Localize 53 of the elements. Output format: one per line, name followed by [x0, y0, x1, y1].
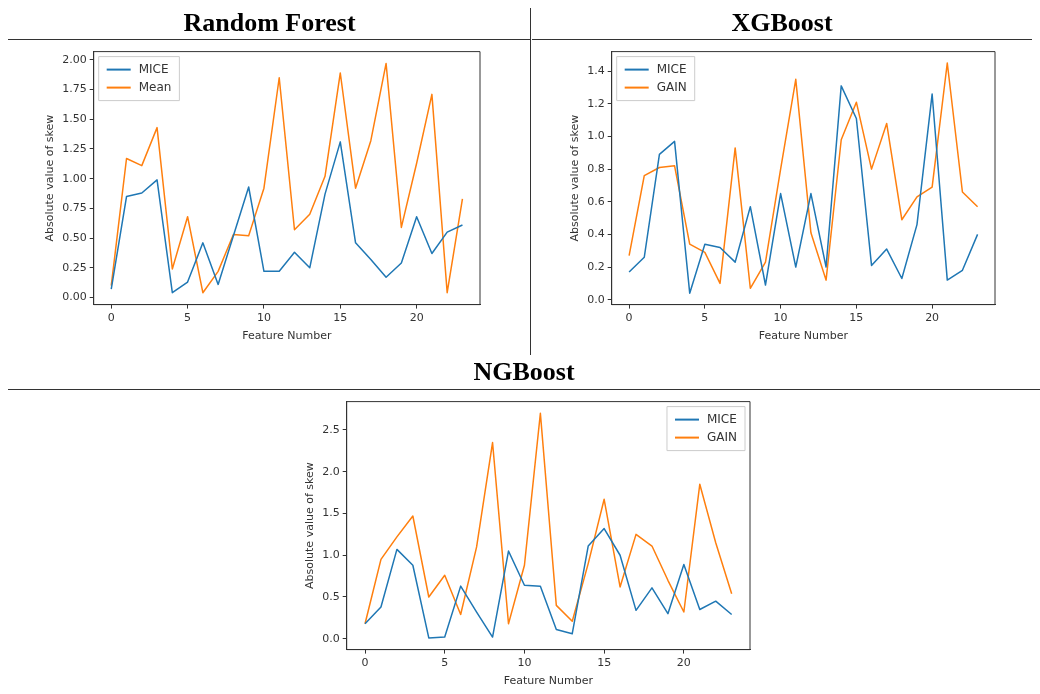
legend-label: MICE [706, 411, 737, 426]
x-axis-title: Feature Number [503, 674, 594, 688]
y-tick-label: 0.75 [62, 201, 87, 215]
y-tick-label: 1.4 [587, 64, 605, 78]
legend-label: GAIN [656, 79, 687, 94]
x-tick-label: 20 [925, 311, 940, 325]
x-tick-label: 10 [517, 656, 532, 670]
chart-title: Random Forest [8, 8, 531, 40]
y-tick-label: 0.2 [587, 259, 605, 273]
y-tick-label: 0.8 [587, 161, 605, 175]
legend-label: Mean [138, 79, 172, 94]
x-tick-label: 10 [773, 311, 788, 325]
y-tick-label: 1.75 [62, 82, 87, 96]
x-tick-label: 15 [333, 311, 348, 325]
y-tick-label: 1.0 [587, 129, 605, 143]
y-tick-label: 0.6 [587, 194, 605, 208]
y-axis-title: Absolute value of skew [303, 462, 317, 589]
y-axis-title: Absolute value of skew [568, 114, 582, 242]
y-tick-label: 0.4 [587, 227, 605, 241]
x-tick-label: 5 [184, 311, 192, 325]
x-tick-label: 0 [625, 311, 633, 325]
legend-label: GAIN [706, 429, 738, 444]
x-axis-title: Feature Number [242, 329, 332, 343]
x-tick-label: 15 [849, 311, 864, 325]
x-tick-label: 5 [701, 311, 709, 325]
y-tick-label: 1.5 [322, 506, 340, 520]
y-tick-label: 2.0 [322, 464, 340, 478]
y-tick-label: 1.50 [62, 112, 87, 126]
y-tick-label: 0.00 [62, 290, 87, 304]
y-tick-label: 1.0 [322, 548, 340, 562]
y-tick-label: 0.25 [62, 260, 87, 274]
x-tick-label: 15 [597, 656, 612, 670]
y-tick-label: 0.0 [587, 292, 605, 306]
x-tick-label: 0 [361, 656, 369, 670]
x-tick-label: 0 [107, 311, 115, 325]
x-axis-title: Feature Number [758, 329, 849, 343]
chart-title: NGBoost [8, 355, 1040, 390]
y-tick-label: 2.00 [62, 52, 87, 66]
x-tick-label: 20 [409, 311, 424, 325]
x-tick-label: 10 [256, 311, 271, 325]
y-tick-label: 1.25 [62, 141, 87, 155]
x-tick-label: 20 [676, 656, 691, 670]
x-tick-label: 5 [441, 656, 449, 670]
y-tick-label: 1.00 [62, 171, 87, 185]
y-tick-label: 0.50 [62, 230, 87, 244]
y-tick-label: 1.2 [587, 96, 605, 110]
legend-label: MICE [656, 61, 687, 76]
y-tick-label: 2.5 [322, 422, 340, 436]
legend-label: MICE [138, 61, 169, 76]
y-tick-label: 0.0 [322, 631, 340, 645]
y-tick-label: 0.5 [322, 589, 340, 603]
chart-title: XGBoost [532, 8, 1032, 40]
y-axis-title: Absolute value of skew [43, 114, 57, 242]
